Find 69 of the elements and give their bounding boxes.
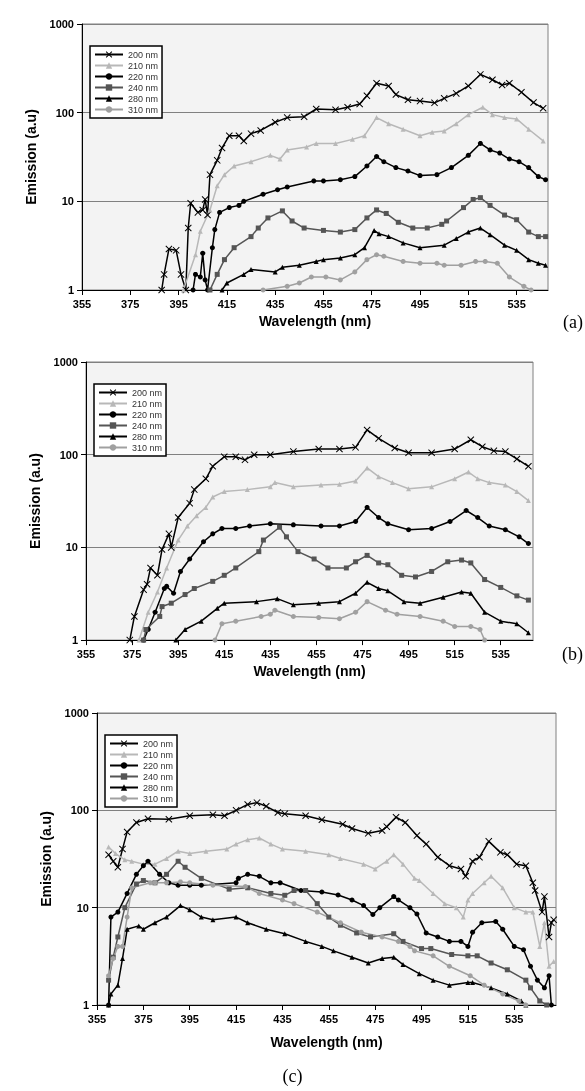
- x-tick-label: 535: [491, 647, 510, 660]
- legend-label: 200 nm: [132, 387, 163, 398]
- x-tick-label: 495: [410, 297, 430, 310]
- y-tick-label: 1000: [49, 18, 74, 30]
- text: (c): [282, 1066, 303, 1087]
- legend-label: 200 nm: [143, 738, 174, 749]
- x-tick-label: 455: [319, 1012, 338, 1025]
- x-tick-label: 515: [459, 297, 478, 310]
- x-tick-label: 355: [76, 647, 96, 660]
- y-tick-label: 100: [59, 448, 78, 461]
- x-tick-label: 475: [366, 1012, 385, 1025]
- x-tick-label: 415: [226, 1012, 246, 1025]
- x-tick-label: 395: [168, 647, 188, 660]
- legend-label: 240 nm: [143, 771, 174, 782]
- legend-label: 310 nm: [143, 793, 174, 804]
- x-tick-label: 375: [122, 647, 142, 660]
- x-tick-label: 395: [169, 297, 188, 310]
- x-tick-label: 375: [121, 297, 140, 310]
- y-tick-label: 1: [71, 634, 78, 647]
- x-tick-label: 455: [314, 297, 333, 310]
- x-tick-label: 355: [87, 1012, 107, 1025]
- x-tick-label: 535: [505, 1012, 524, 1025]
- legend-label: 240 nm: [128, 82, 159, 93]
- x-tick-label: 495: [412, 1012, 431, 1025]
- y-tick-label: 1: [82, 999, 89, 1011]
- x-tick-label: 355: [72, 297, 92, 310]
- y-tick-label: 10: [65, 541, 78, 554]
- y-tick-label: 1000: [53, 356, 78, 368]
- y-tick-label: 100: [55, 106, 74, 119]
- y-axis-title: Emission (a.u): [23, 109, 39, 205]
- legend-label: 280 nm: [132, 431, 163, 442]
- legend-label: 220 nm: [128, 71, 159, 82]
- legend-label: 200 nm: [128, 49, 159, 60]
- x-tick-label: 495: [399, 647, 418, 660]
- x-axis-title: Wavelength (nm): [253, 663, 366, 679]
- x-tick-label: 375: [134, 1012, 153, 1025]
- text: (a): [563, 312, 584, 333]
- y-tick-label: 10: [61, 195, 74, 208]
- x-tick-label: 415: [215, 647, 234, 660]
- legend-label: 310 nm: [128, 104, 159, 115]
- x-tick-label: 435: [265, 297, 285, 310]
- legend-label: 310 nm: [132, 442, 163, 453]
- y-tick-label: 1: [67, 284, 74, 296]
- y-axis-title: Emission (a.u): [27, 453, 43, 549]
- x-tick-label: 395: [180, 1012, 199, 1025]
- x-tick-label: 475: [353, 647, 372, 660]
- x-tick-label: 475: [362, 297, 381, 310]
- x-tick-label: 435: [261, 647, 280, 660]
- legend-label: 220 nm: [143, 760, 174, 771]
- x-tick-label: 515: [445, 647, 464, 660]
- y-axis-title: Emission (a.u): [38, 811, 54, 907]
- x-tick-label: 415: [217, 297, 237, 310]
- legend-label: 240 nm: [132, 420, 163, 431]
- legend-label: 210 nm: [143, 749, 174, 760]
- text: (b): [562, 644, 584, 665]
- legend-label: 280 nm: [128, 93, 159, 104]
- legend-label: 210 nm: [132, 398, 163, 409]
- y-tick-label: 1000: [64, 707, 89, 719]
- legend-label: 210 nm: [128, 60, 159, 71]
- x-axis-title: Wavelength (nm): [270, 1034, 383, 1050]
- x-tick-label: 535: [507, 297, 526, 310]
- y-tick-label: 100: [70, 804, 89, 817]
- x-tick-label: 455: [307, 647, 326, 660]
- legend-label: 220 nm: [132, 409, 163, 420]
- legend-label: 280 nm: [143, 782, 174, 793]
- y-tick-label: 10: [76, 901, 89, 914]
- x-tick-label: 435: [273, 1012, 292, 1025]
- x-axis-title: Wavelength (nm): [258, 312, 372, 329]
- x-tick-label: 515: [458, 1012, 478, 1025]
